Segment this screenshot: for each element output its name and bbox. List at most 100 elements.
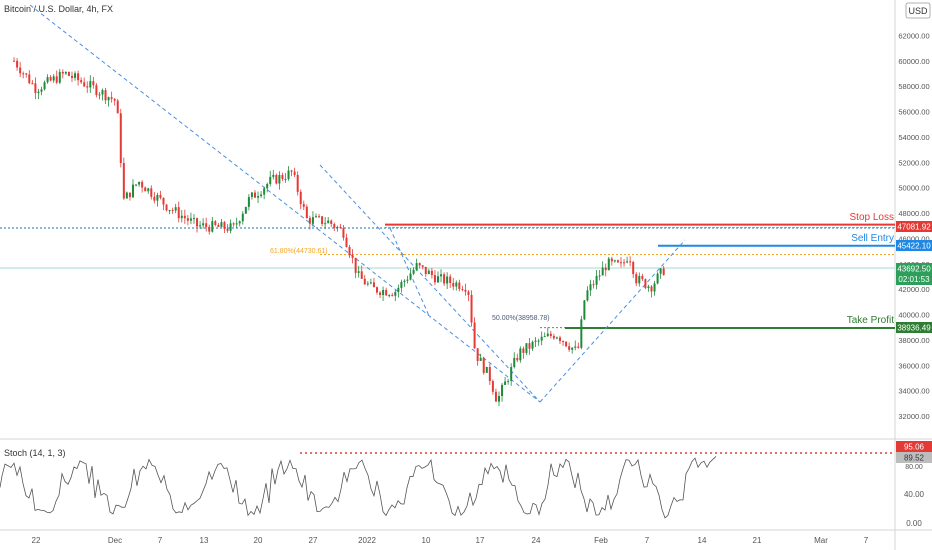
- candle-body: [131, 184, 134, 198]
- candle-body: [55, 76, 58, 83]
- candle-body: [464, 289, 467, 292]
- candle-body: [366, 283, 369, 285]
- candle-body: [549, 333, 552, 336]
- time-tick-label: 24: [532, 536, 541, 545]
- candle-body: [314, 216, 317, 218]
- symbol-title: Bitcoin / U.S. Dollar, 4h, FX: [4, 4, 113, 14]
- candle-body: [180, 215, 183, 219]
- trend-line-rise: [539, 239, 686, 403]
- candle-body: [125, 192, 128, 199]
- take-profit-price: 38936.49: [897, 324, 931, 333]
- candle-body: [299, 191, 302, 205]
- candle-body: [616, 260, 619, 263]
- price-tick-label: 56000.00: [898, 108, 929, 117]
- candle-body: [192, 218, 195, 220]
- candle-body: [13, 60, 16, 62]
- candle-body: [74, 73, 77, 78]
- candle-body: [333, 223, 336, 228]
- candle-body: [537, 340, 540, 342]
- candle-body: [604, 267, 607, 271]
- candle-body: [546, 333, 549, 337]
- stoch-gray-box: [896, 452, 932, 463]
- candle-body: [598, 275, 601, 277]
- candle-body: [656, 273, 659, 284]
- sell-entry-price-box: [896, 240, 932, 251]
- candle-body: [348, 246, 351, 256]
- candle-body: [104, 90, 107, 101]
- candle-body: [67, 72, 70, 76]
- candle-body: [409, 273, 412, 280]
- candle-body: [430, 270, 433, 276]
- candle-body: [177, 207, 180, 219]
- candle-body: [382, 289, 385, 296]
- candle-body: [565, 341, 568, 347]
- candle-body: [253, 192, 256, 198]
- candle-body: [485, 366, 488, 373]
- candle-body: [415, 263, 418, 270]
- candle-body: [46, 77, 49, 83]
- candle-body: [311, 217, 314, 224]
- candle-body: [80, 80, 83, 83]
- candle-body: [421, 265, 424, 267]
- candle-body: [583, 300, 586, 320]
- candle-body: [52, 76, 55, 81]
- candle-body: [263, 188, 266, 195]
- sell-entry-label: Sell Entry: [851, 233, 894, 244]
- candle-body: [25, 73, 28, 75]
- currency-badge[interactable]: [905, 2, 931, 19]
- candle-body: [232, 223, 235, 225]
- stoch-tick-40: 40.00: [904, 490, 925, 499]
- candle-body: [156, 194, 159, 201]
- candle-body: [647, 286, 650, 289]
- candle-body: [116, 100, 119, 114]
- candle-body: [290, 170, 293, 172]
- candle-body: [449, 276, 452, 283]
- candle-body: [592, 284, 595, 286]
- candle-body: [375, 287, 378, 293]
- candle-body: [281, 175, 284, 179]
- stoch-pane: [0, 452, 895, 519]
- candle-body: [128, 192, 131, 198]
- price-tick-label: 46000.00: [898, 234, 929, 243]
- trend-line-channel: [319, 164, 541, 403]
- candle-body: [345, 237, 348, 247]
- candle-body: [470, 294, 473, 323]
- candle-body: [168, 210, 171, 212]
- price-tick-label: 42000.00: [898, 285, 929, 294]
- time-axis-ticks: 22 Dec 7 13 20 27 2022 10 17 24 Feb 7 14 21 Mar 7: [32, 536, 869, 545]
- time-tick-label: 7: [645, 536, 650, 545]
- candle-body: [83, 82, 86, 87]
- take-profit-label: Take Profit: [847, 315, 894, 326]
- candle-body: [144, 187, 147, 192]
- candle-body: [644, 279, 647, 289]
- stoch-red-box: [896, 441, 932, 452]
- candle-body: [360, 271, 363, 279]
- candle-body: [174, 207, 177, 211]
- candle-body: [302, 204, 305, 207]
- candle-body: [266, 184, 269, 189]
- candle-body: [369, 282, 372, 284]
- candle-body: [37, 91, 40, 94]
- candle-body: [427, 270, 430, 275]
- candle-body: [119, 113, 122, 164]
- candle-body: [330, 220, 333, 224]
- candle-body: [342, 228, 345, 238]
- candle-body: [586, 290, 589, 301]
- time-tick-label: 10: [422, 536, 431, 545]
- candle-body: [272, 174, 275, 177]
- stop-loss-price-box: [896, 221, 932, 232]
- candle-body: [412, 269, 415, 274]
- candle-body: [19, 67, 22, 74]
- candle-body: [418, 263, 421, 266]
- candle-body: [394, 291, 397, 296]
- price-tick-label: 52000.00: [898, 158, 929, 167]
- candle-body: [238, 221, 241, 224]
- candle-body: [284, 178, 287, 180]
- stoch-title: Stoch (14, 1, 3): [4, 448, 66, 458]
- candle-body: [229, 223, 232, 231]
- candle-body: [241, 213, 244, 222]
- time-tick-label: Feb: [594, 536, 608, 545]
- time-tick-label: 7: [864, 536, 869, 545]
- candle-body: [473, 322, 476, 349]
